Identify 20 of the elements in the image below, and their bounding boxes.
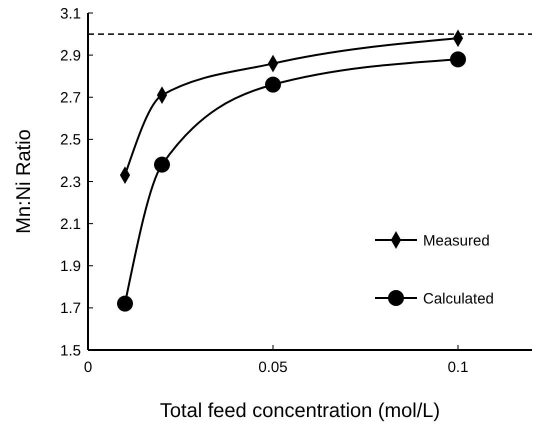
legend-label: Calculated bbox=[423, 290, 494, 308]
x-tick-label: 0 bbox=[84, 359, 92, 376]
x-axis-title: Total feed concentration (mol/L) bbox=[160, 400, 440, 422]
point bbox=[117, 296, 133, 312]
legend-label: Measured bbox=[423, 232, 490, 250]
y-tick-label: 1.7 bbox=[60, 300, 81, 318]
y-tick-label: 2.3 bbox=[60, 174, 81, 191]
point bbox=[450, 51, 466, 68]
y-tick-label: 2.9 bbox=[60, 47, 81, 64]
point bbox=[154, 156, 170, 173]
y-axis-title: Mn:Ni Ratio bbox=[13, 129, 35, 234]
y-tick-label: 3.1 bbox=[60, 5, 81, 22]
point bbox=[265, 76, 281, 93]
y-tick-label: 2.7 bbox=[60, 90, 81, 106]
y-tick-label: 2.5 bbox=[60, 132, 81, 149]
x-tick-label: 0.05 bbox=[258, 359, 288, 376]
y-tick-label: 1.9 bbox=[60, 258, 81, 275]
x-tick-label: 0.1 bbox=[448, 359, 468, 376]
y-tick-label: 1.5 bbox=[60, 342, 81, 360]
y-tick-label: 2.1 bbox=[60, 216, 81, 233]
